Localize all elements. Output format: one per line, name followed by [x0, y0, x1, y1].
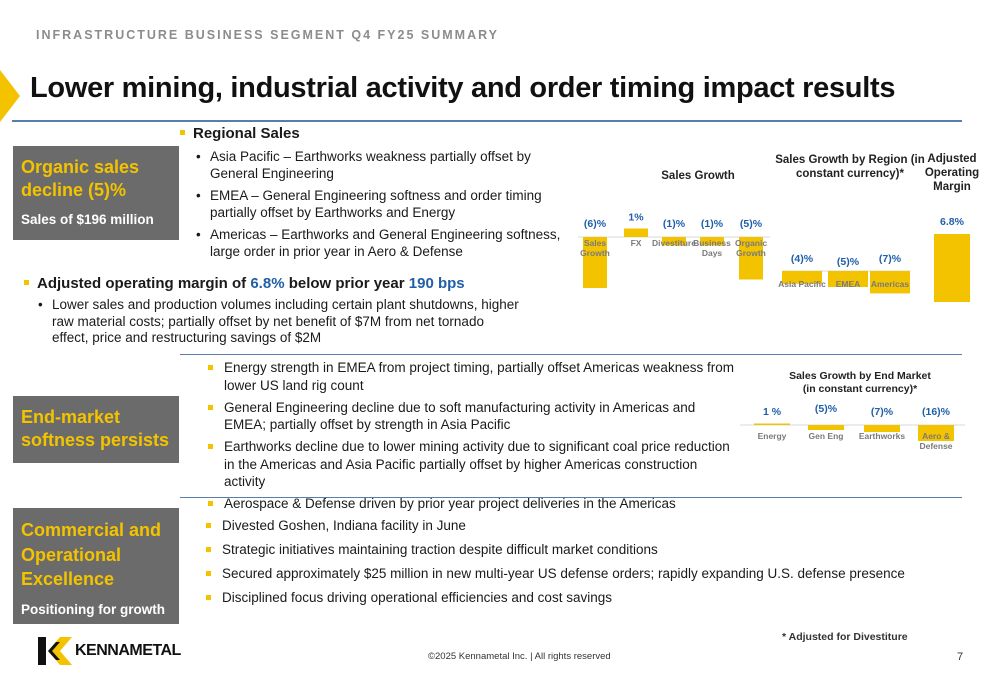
tick-label: Energy	[758, 431, 787, 441]
footnote: * Adjusted for Divestiture	[782, 631, 908, 643]
commercial-list: Divested Goshen, Indiana facility in Jun…	[204, 517, 924, 613]
sales-growth-charts: Sales Growth (6)% Sales Growth 1% FX (1)% Dives…	[578, 153, 979, 302]
bar	[583, 237, 607, 288]
data-label: (16)%	[922, 406, 951, 418]
chart-title: Sales Growth by End Market (in constant c…	[789, 370, 931, 395]
tick-label: Sales Growth	[580, 238, 610, 258]
regional-list: Asia Pacific – Earthworks weakness parti…	[180, 148, 570, 260]
commercial-sub: Positioning for growth	[21, 601, 165, 617]
margin-bps: 190 bps	[408, 275, 465, 292]
regional-heading: Regional Sales	[180, 124, 570, 144]
end-market-box: End-market softness persists	[13, 396, 179, 463]
end-market-chart: Sales Growth by End Market (in constant c…	[740, 370, 965, 451]
tick-label: Aero & Defense	[919, 431, 952, 451]
commercial-box: Commercial and Operational Excellence Po…	[13, 508, 179, 624]
bar	[934, 234, 970, 302]
kennametal-logo: KENNAMETAL	[38, 637, 181, 665]
bar	[828, 271, 868, 287]
data-label: 1%	[628, 212, 644, 224]
divider	[180, 497, 962, 498]
page-title: Lower mining, industrial activity and or…	[30, 72, 896, 104]
regional-sales: Regional Sales Asia Pacific – Earthworks…	[180, 124, 570, 265]
list-item: Divested Goshen, Indiana facility in Jun…	[204, 517, 924, 535]
chart-title: Sales Growth	[661, 170, 735, 182]
list-item: Energy strength in EMEA from project tim…	[206, 359, 736, 394]
data-label: (5)%	[815, 403, 838, 415]
commercial-title: Commercial and Operational Excellence	[21, 520, 162, 589]
end-market-title: End-market softness persists	[21, 407, 170, 450]
tick-label: Earthworks	[859, 431, 906, 441]
list-item: Aerospace & Defense driven by prior year…	[206, 495, 736, 513]
organic-sales-box: Organic sales decline (5)% Sales of $196…	[13, 146, 179, 240]
list-item: EMEA – General Engineering softness and …	[196, 187, 570, 221]
page-number: 7	[957, 651, 964, 663]
organic-sales-title: Organic sales decline (5)%	[21, 157, 140, 200]
data-label: (7)%	[871, 406, 894, 418]
data-label: (4)%	[791, 253, 814, 265]
k-logo-icon	[38, 637, 72, 665]
bar	[662, 237, 686, 246]
tick-label: Divestiture	[652, 238, 696, 248]
data-label: 6.8%	[940, 216, 965, 228]
bar	[870, 271, 910, 294]
list-item: Asia Pacific – Earthworks weakness parti…	[196, 148, 570, 182]
data-label: (5)%	[837, 256, 860, 268]
organic-sales-sub: Sales of $196 million	[21, 212, 154, 227]
data-label: (6)%	[584, 218, 607, 230]
list-item: Lower sales and production volumes inclu…	[38, 297, 524, 347]
list-item: General Engineering decline due to soft …	[206, 399, 736, 434]
bar	[700, 237, 724, 246]
margin-list: Lower sales and production volumes inclu…	[24, 297, 524, 347]
bar	[808, 425, 844, 430]
divider	[180, 354, 962, 355]
tick-label: EMEA	[836, 279, 861, 289]
tick-label: Organic Growth	[735, 238, 767, 258]
list-item: Disciplined focus driving operational ef…	[204, 589, 924, 607]
end-market-list: Energy strength in EMEA from project tim…	[206, 359, 736, 517]
tick-label: FX	[631, 238, 642, 248]
list-item: Americas – Earthworks and General Engine…	[196, 226, 570, 260]
bar	[918, 425, 954, 441]
data-label: (7)%	[879, 253, 902, 265]
bar	[782, 271, 822, 284]
copyright: ©2025 Kennametal Inc. | All rights reser…	[428, 651, 611, 662]
bar	[754, 423, 790, 425]
eyebrow: INFRASTRUCTURE BUSINESS SEGMENT Q4 FY25 …	[36, 28, 500, 42]
list-item: Earthworks decline due to lower mining a…	[206, 438, 736, 491]
logo-text: KENNAMETAL	[75, 642, 181, 659]
tick-label: Gen Eng	[809, 431, 844, 441]
data-label: (1)%	[701, 218, 724, 230]
bar	[864, 425, 900, 432]
tick-label: Americas	[871, 279, 910, 289]
margin-block: Adjusted operating margin of 6.8% below …	[24, 274, 544, 352]
bar	[739, 237, 763, 280]
list-item: Strategic initiatives maintaining tracti…	[204, 541, 924, 559]
data-label: (1)%	[663, 218, 686, 230]
bar	[624, 228, 648, 237]
margin-heading: Adjusted operating margin of 6.8% below …	[24, 274, 544, 293]
data-label: (5)%	[740, 218, 763, 230]
margin-value: 6.8%	[250, 275, 285, 292]
tick-label: Business Days	[693, 238, 731, 258]
data-label: 1 %	[763, 406, 782, 418]
chart-title: Adjusted Operating Margin	[925, 153, 979, 193]
list-item: Secured approximately $25 million in new…	[204, 565, 924, 583]
chart-title: Sales Growth by Region (in constant curre…	[775, 154, 925, 180]
tick-label: Asia Pacific	[778, 279, 826, 289]
divider	[12, 120, 962, 122]
chevron-icon	[0, 70, 20, 122]
